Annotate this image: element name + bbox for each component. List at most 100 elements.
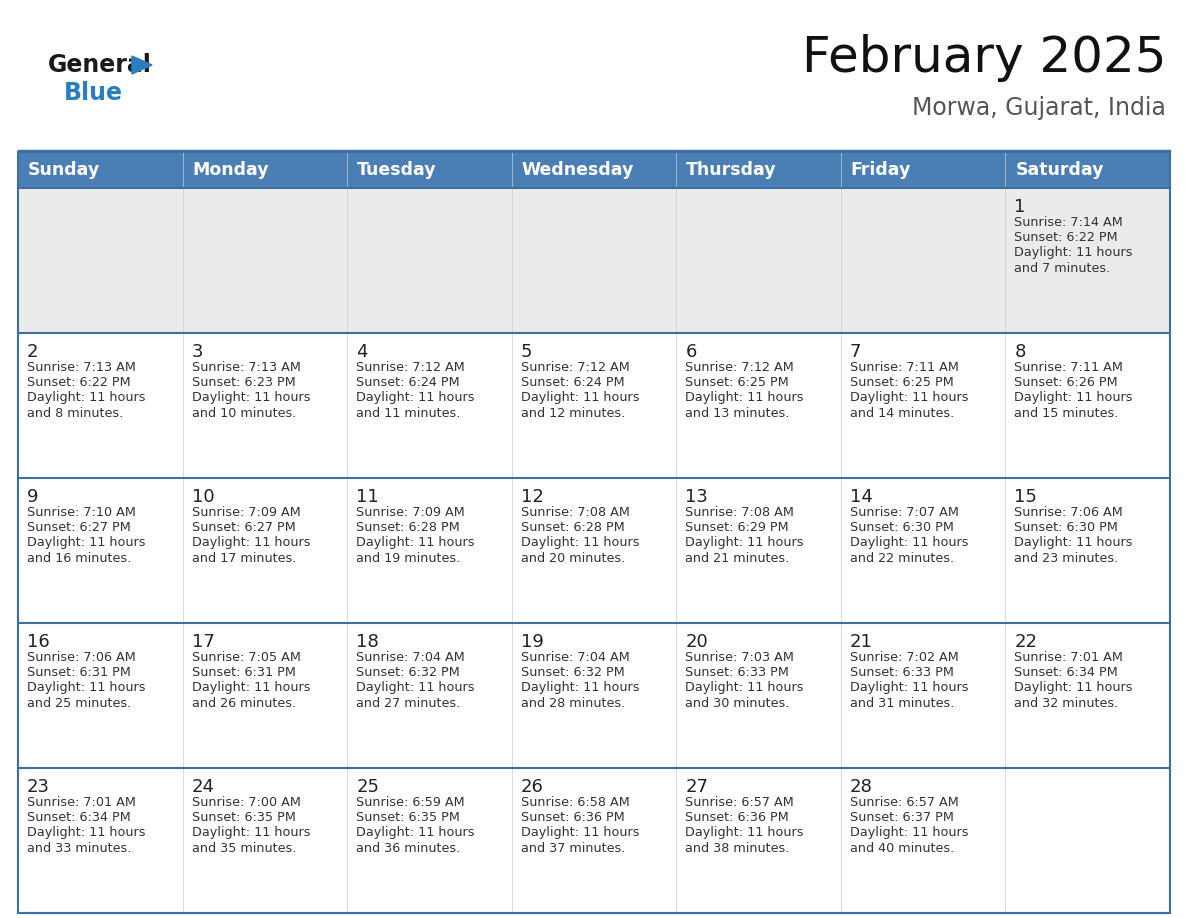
Text: Sunset: 6:22 PM: Sunset: 6:22 PM [27,376,131,389]
Text: Sunrise: 7:05 AM: Sunrise: 7:05 AM [191,651,301,664]
Text: Sunrise: 7:10 AM: Sunrise: 7:10 AM [27,506,135,519]
Bar [18,333,1170,478]
Text: Sunset: 6:36 PM: Sunset: 6:36 PM [520,812,625,824]
Text: and 7 minutes.: and 7 minutes. [1015,262,1111,274]
Text: and 33 minutes.: and 33 minutes. [27,842,132,855]
Text: Sunset: 6:32 PM: Sunset: 6:32 PM [520,666,625,679]
Text: 2: 2 [27,343,38,361]
Text: Sunset: 6:29 PM: Sunset: 6:29 PM [685,521,789,534]
Text: 10: 10 [191,488,214,506]
Text: Sunrise: 7:02 AM: Sunrise: 7:02 AM [849,651,959,664]
Text: Daylight: 11 hours: Daylight: 11 hours [191,391,310,405]
Text: February 2025: February 2025 [802,34,1165,82]
Text: 6: 6 [685,343,696,361]
Text: and 12 minutes.: and 12 minutes. [520,407,625,420]
Text: Saturday: Saturday [1016,161,1104,179]
Text: 12: 12 [520,488,544,506]
Text: Sunrise: 7:11 AM: Sunrise: 7:11 AM [1015,361,1124,374]
Text: and 14 minutes.: and 14 minutes. [849,407,954,420]
Text: Sunset: 6:28 PM: Sunset: 6:28 PM [356,521,460,534]
Text: 11: 11 [356,488,379,506]
Text: Sunset: 6:28 PM: Sunset: 6:28 PM [520,521,625,534]
Text: Sunset: 6:31 PM: Sunset: 6:31 PM [27,666,131,679]
Text: Sunset: 6:34 PM: Sunset: 6:34 PM [1015,666,1118,679]
Text: Daylight: 11 hours: Daylight: 11 hours [1015,391,1133,405]
Text: Daylight: 11 hours: Daylight: 11 hours [191,826,310,839]
Text: Sunrise: 6:58 AM: Sunrise: 6:58 AM [520,796,630,809]
Text: 13: 13 [685,488,708,506]
Bar [18,478,1170,623]
Text: 26: 26 [520,778,544,796]
Text: Daylight: 11 hours: Daylight: 11 hours [849,391,968,405]
Text: 7: 7 [849,343,861,361]
Text: and 22 minutes.: and 22 minutes. [849,552,954,565]
Text: Sunset: 6:24 PM: Sunset: 6:24 PM [356,376,460,389]
Text: Daylight: 11 hours: Daylight: 11 hours [1015,246,1133,260]
Bar [18,768,1170,913]
Text: Sunrise: 7:07 AM: Sunrise: 7:07 AM [849,506,959,519]
Text: 24: 24 [191,778,215,796]
Text: and 8 minutes.: and 8 minutes. [27,407,124,420]
Text: Sunset: 6:22 PM: Sunset: 6:22 PM [1015,231,1118,244]
Text: Daylight: 11 hours: Daylight: 11 hours [849,536,968,549]
Text: Sunrise: 7:06 AM: Sunrise: 7:06 AM [1015,506,1123,519]
Text: Sunset: 6:27 PM: Sunset: 6:27 PM [191,521,296,534]
Text: 21: 21 [849,633,873,651]
Text: Sunset: 6:31 PM: Sunset: 6:31 PM [191,666,296,679]
Text: Sunset: 6:24 PM: Sunset: 6:24 PM [520,376,625,389]
Text: Daylight: 11 hours: Daylight: 11 hours [191,536,310,549]
Text: Friday: Friday [851,161,911,179]
Text: 14: 14 [849,488,873,506]
Text: Sunrise: 6:57 AM: Sunrise: 6:57 AM [849,796,959,809]
Text: and 15 minutes.: and 15 minutes. [1015,407,1119,420]
Text: Daylight: 11 hours: Daylight: 11 hours [356,826,475,839]
Text: Sunset: 6:33 PM: Sunset: 6:33 PM [849,666,954,679]
Text: 17: 17 [191,633,215,651]
Text: 20: 20 [685,633,708,651]
Text: 1: 1 [1015,198,1025,216]
Text: Daylight: 11 hours: Daylight: 11 hours [1015,681,1133,694]
Text: Sunset: 6:34 PM: Sunset: 6:34 PM [27,812,131,824]
Text: 4: 4 [356,343,367,361]
Text: and 37 minutes.: and 37 minutes. [520,842,625,855]
Text: Sunrise: 7:04 AM: Sunrise: 7:04 AM [356,651,465,664]
Text: Sunset: 6:25 PM: Sunset: 6:25 PM [685,376,789,389]
Text: Wednesday: Wednesday [522,161,634,179]
Text: Daylight: 11 hours: Daylight: 11 hours [685,681,804,694]
Text: 18: 18 [356,633,379,651]
Bar [18,152,1170,188]
Text: and 20 minutes.: and 20 minutes. [520,552,625,565]
Text: Sunset: 6:35 PM: Sunset: 6:35 PM [191,812,296,824]
Text: Sunrise: 7:08 AM: Sunrise: 7:08 AM [685,506,794,519]
Text: Daylight: 11 hours: Daylight: 11 hours [520,826,639,839]
Bar [18,188,1170,333]
Text: and 17 minutes.: and 17 minutes. [191,552,296,565]
Text: Daylight: 11 hours: Daylight: 11 hours [356,391,475,405]
Text: Sunrise: 7:01 AM: Sunrise: 7:01 AM [27,796,135,809]
Text: and 32 minutes.: and 32 minutes. [1015,697,1119,710]
Text: and 26 minutes.: and 26 minutes. [191,697,296,710]
Text: Sunrise: 7:11 AM: Sunrise: 7:11 AM [849,361,959,374]
Text: and 10 minutes.: and 10 minutes. [191,407,296,420]
Text: 16: 16 [27,633,50,651]
Text: and 19 minutes.: and 19 minutes. [356,552,461,565]
Text: Sunset: 6:37 PM: Sunset: 6:37 PM [849,812,954,824]
Text: Daylight: 11 hours: Daylight: 11 hours [520,536,639,549]
Text: Sunrise: 7:13 AM: Sunrise: 7:13 AM [27,361,135,374]
Text: Sunrise: 7:09 AM: Sunrise: 7:09 AM [191,506,301,519]
Text: and 30 minutes.: and 30 minutes. [685,697,790,710]
Text: Monday: Monday [192,161,270,179]
Text: Daylight: 11 hours: Daylight: 11 hours [849,681,968,694]
Text: 3: 3 [191,343,203,361]
Text: and 23 minutes.: and 23 minutes. [1015,552,1119,565]
Text: and 31 minutes.: and 31 minutes. [849,697,954,710]
Text: Sunset: 6:25 PM: Sunset: 6:25 PM [849,376,954,389]
Text: Sunrise: 7:13 AM: Sunrise: 7:13 AM [191,361,301,374]
Text: Sunset: 6:36 PM: Sunset: 6:36 PM [685,812,789,824]
Text: and 28 minutes.: and 28 minutes. [520,697,625,710]
Text: Sunset: 6:30 PM: Sunset: 6:30 PM [849,521,954,534]
Text: Sunrise: 7:06 AM: Sunrise: 7:06 AM [27,651,135,664]
Text: Sunday: Sunday [29,161,100,179]
Text: Sunrise: 7:14 AM: Sunrise: 7:14 AM [1015,216,1123,229]
Text: Daylight: 11 hours: Daylight: 11 hours [356,681,475,694]
